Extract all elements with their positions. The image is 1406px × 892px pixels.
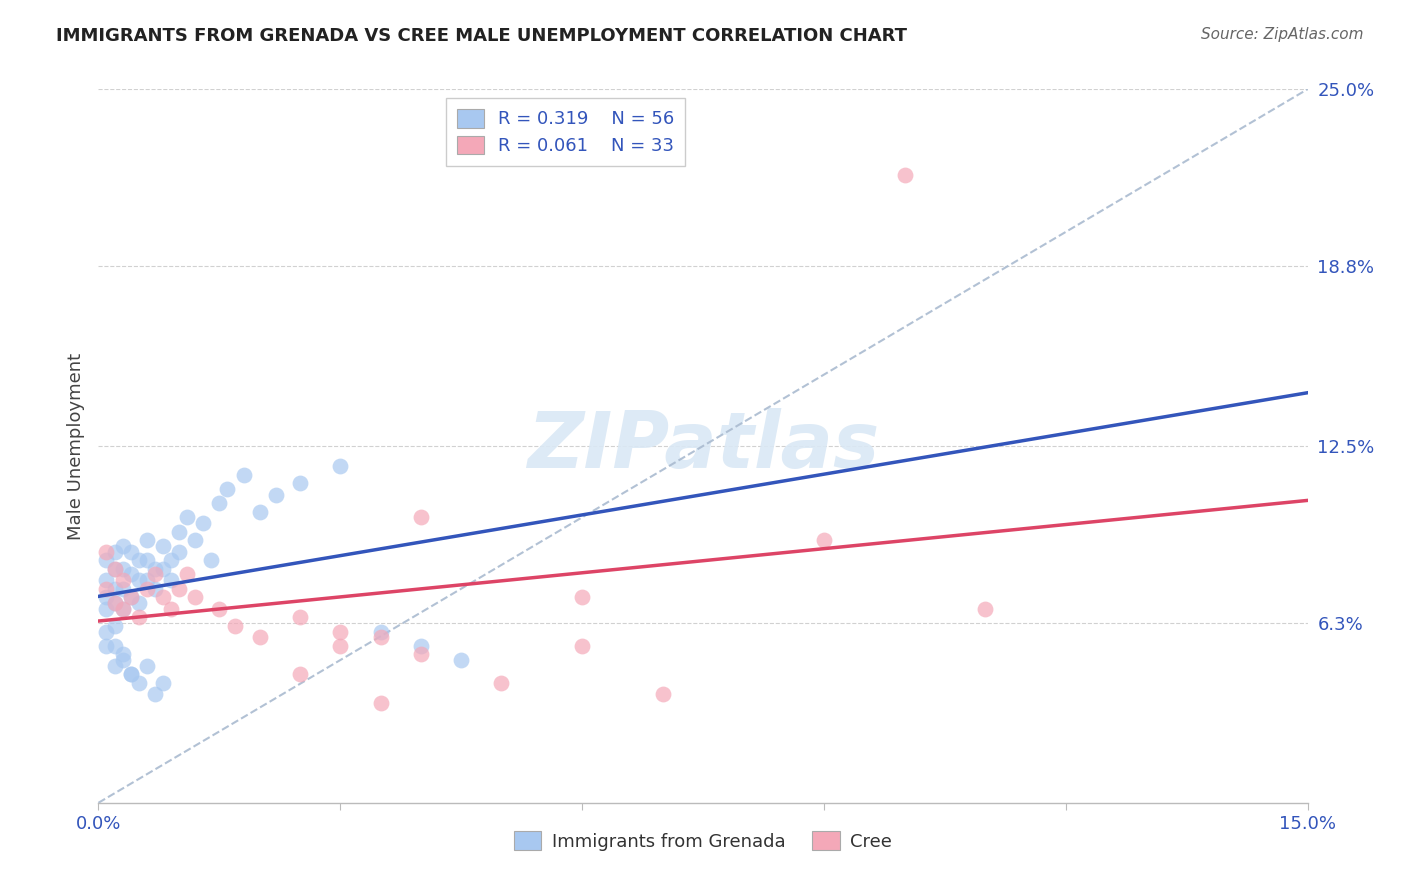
Point xyxy=(120,567,142,582)
Point xyxy=(208,601,231,615)
Point xyxy=(176,567,198,582)
Point xyxy=(160,601,183,615)
Point xyxy=(160,553,183,567)
Point xyxy=(160,573,183,587)
Point xyxy=(176,510,198,524)
Point xyxy=(450,653,472,667)
Point xyxy=(813,533,835,548)
Point xyxy=(96,553,118,567)
Point xyxy=(208,496,231,510)
Point xyxy=(370,696,392,710)
Point xyxy=(96,601,118,615)
Point xyxy=(409,510,432,524)
Point xyxy=(111,601,134,615)
Point xyxy=(135,553,157,567)
Point xyxy=(329,624,352,639)
Point xyxy=(249,630,271,644)
Point xyxy=(143,567,166,582)
Point xyxy=(103,658,125,673)
Point xyxy=(111,573,134,587)
Point xyxy=(96,582,118,596)
Point xyxy=(200,553,222,567)
Point xyxy=(143,687,166,701)
Point xyxy=(974,601,997,615)
Point xyxy=(120,591,142,605)
Point xyxy=(120,667,142,681)
Point xyxy=(103,619,125,633)
Point xyxy=(184,591,207,605)
Point xyxy=(167,582,190,596)
Point xyxy=(103,596,125,610)
Point xyxy=(128,610,150,624)
Point xyxy=(409,639,432,653)
Point xyxy=(152,591,174,605)
Point xyxy=(111,562,134,576)
Point xyxy=(409,648,432,662)
Point xyxy=(120,591,142,605)
Point xyxy=(96,639,118,653)
Text: ZIPatlas: ZIPatlas xyxy=(527,408,879,484)
Point xyxy=(111,648,134,662)
Point xyxy=(370,624,392,639)
Point xyxy=(651,687,673,701)
Point xyxy=(96,573,118,587)
Point xyxy=(96,591,118,605)
Point xyxy=(217,482,239,496)
Point xyxy=(370,630,392,644)
Point xyxy=(135,582,157,596)
Point xyxy=(128,573,150,587)
Point xyxy=(193,516,215,530)
Point xyxy=(111,539,134,553)
Point xyxy=(128,676,150,690)
Point xyxy=(103,544,125,558)
Point xyxy=(135,533,157,548)
Point xyxy=(111,653,134,667)
Point xyxy=(249,505,271,519)
Point xyxy=(128,553,150,567)
Point xyxy=(288,667,311,681)
Point xyxy=(103,562,125,576)
Point xyxy=(152,676,174,690)
Point xyxy=(128,596,150,610)
Point xyxy=(264,487,287,501)
Text: Source: ZipAtlas.com: Source: ZipAtlas.com xyxy=(1201,27,1364,42)
Text: IMMIGRANTS FROM GRENADA VS CREE MALE UNEMPLOYMENT CORRELATION CHART: IMMIGRANTS FROM GRENADA VS CREE MALE UNE… xyxy=(56,27,907,45)
Point xyxy=(120,544,142,558)
Point xyxy=(143,582,166,596)
Point xyxy=(96,544,118,558)
Point xyxy=(224,619,246,633)
Point xyxy=(571,591,593,605)
Point xyxy=(288,610,311,624)
Point xyxy=(288,476,311,491)
Point xyxy=(111,601,134,615)
Point xyxy=(135,573,157,587)
Point xyxy=(232,467,254,482)
Point xyxy=(120,667,142,681)
Point xyxy=(103,596,125,610)
Point xyxy=(571,639,593,653)
Point xyxy=(103,639,125,653)
Point xyxy=(893,168,915,182)
Point xyxy=(111,582,134,596)
Point xyxy=(167,524,190,539)
Point xyxy=(167,544,190,558)
Point xyxy=(103,562,125,576)
Y-axis label: Male Unemployment: Male Unemployment xyxy=(66,352,84,540)
Point xyxy=(184,533,207,548)
Point xyxy=(103,582,125,596)
Point xyxy=(491,676,513,690)
Point xyxy=(135,658,157,673)
Point xyxy=(96,624,118,639)
Point xyxy=(329,639,352,653)
Point xyxy=(152,562,174,576)
Point xyxy=(143,562,166,576)
Point xyxy=(329,458,352,473)
Point xyxy=(152,539,174,553)
Legend: Immigrants from Grenada, Cree: Immigrants from Grenada, Cree xyxy=(506,824,900,858)
